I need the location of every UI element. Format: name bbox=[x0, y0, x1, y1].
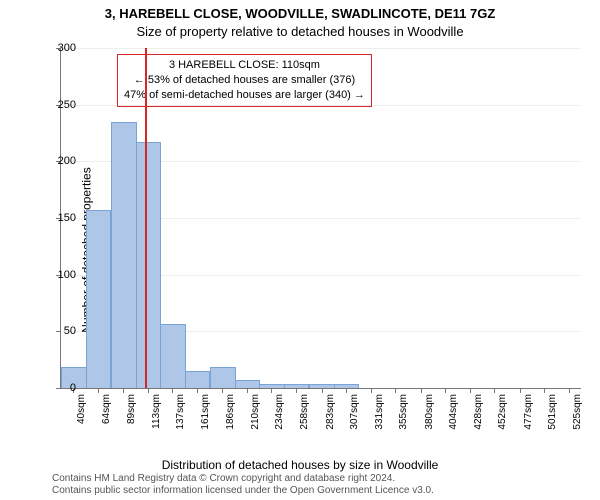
x-tick-label: 137sqm bbox=[175, 394, 186, 430]
x-tick-label: 89sqm bbox=[126, 394, 137, 424]
x-tick-label: 355sqm bbox=[398, 394, 409, 430]
chart-title-description: Size of property relative to detached ho… bbox=[0, 24, 600, 39]
footnote-line-2: Contains public sector information licen… bbox=[52, 485, 434, 496]
histogram-bar bbox=[136, 142, 162, 388]
annotation-line-2: ← 53% of detached houses are smaller (37… bbox=[134, 74, 355, 86]
x-tick-label: 477sqm bbox=[523, 394, 534, 430]
reference-annotation: 3 HAREBELL CLOSE: 110sqm ← 53% of detach… bbox=[117, 54, 372, 107]
y-tick-label: 250 bbox=[46, 99, 76, 111]
x-tick-label: 331sqm bbox=[374, 394, 385, 430]
histogram-bar bbox=[235, 380, 261, 388]
x-tick-label: 258sqm bbox=[299, 394, 310, 430]
chart-container: 3, HAREBELL CLOSE, WOODVILLE, SWADLINCOT… bbox=[0, 0, 600, 500]
y-tick-label: 100 bbox=[46, 269, 76, 281]
footnote-line-1: Contains HM Land Registry data © Crown c… bbox=[52, 473, 395, 484]
footnote: Contains HM Land Registry data © Crown c… bbox=[52, 473, 434, 497]
annotation-line-1: 3 HAREBELL CLOSE: 110sqm bbox=[169, 59, 320, 71]
x-tick-label: 380sqm bbox=[424, 394, 435, 430]
histogram-bar bbox=[160, 324, 186, 388]
y-tick-label: 200 bbox=[46, 155, 76, 167]
histogram-bar bbox=[111, 122, 137, 388]
x-axis-label: Distribution of detached houses by size … bbox=[0, 458, 600, 472]
histogram-bar bbox=[86, 210, 112, 388]
x-tick-label: 161sqm bbox=[200, 394, 211, 430]
histogram-bar bbox=[210, 367, 236, 388]
y-tick-label: 150 bbox=[46, 212, 76, 224]
x-tick-label: 307sqm bbox=[349, 394, 360, 430]
gridline bbox=[61, 105, 581, 106]
y-tick-label: 0 bbox=[46, 382, 76, 394]
x-tick-label: 283sqm bbox=[325, 394, 336, 430]
annotation-line-3: 47% of semi-detached houses are larger (… bbox=[124, 89, 365, 101]
x-tick-label: 404sqm bbox=[448, 394, 459, 430]
x-tick-label: 186sqm bbox=[225, 394, 236, 430]
x-tick-label: 501sqm bbox=[547, 394, 558, 430]
x-tick-label: 113sqm bbox=[151, 394, 162, 429]
x-tick-label: 234sqm bbox=[274, 394, 285, 430]
gridline bbox=[61, 48, 581, 49]
x-tick-label: 452sqm bbox=[497, 394, 508, 430]
y-tick-label: 50 bbox=[46, 325, 76, 337]
x-tick-label: 525sqm bbox=[572, 394, 583, 430]
plot-area: 3 HAREBELL CLOSE: 110sqm ← 53% of detach… bbox=[60, 48, 581, 389]
x-tick-label: 428sqm bbox=[473, 394, 484, 430]
y-tick-label: 300 bbox=[46, 42, 76, 54]
reference-line bbox=[145, 48, 147, 388]
x-tick-label: 210sqm bbox=[250, 394, 261, 430]
x-tick-label: 40sqm bbox=[76, 394, 87, 424]
x-tick-label: 64sqm bbox=[101, 394, 112, 424]
chart-title-address: 3, HAREBELL CLOSE, WOODVILLE, SWADLINCOT… bbox=[0, 6, 600, 21]
histogram-bar bbox=[185, 371, 211, 388]
